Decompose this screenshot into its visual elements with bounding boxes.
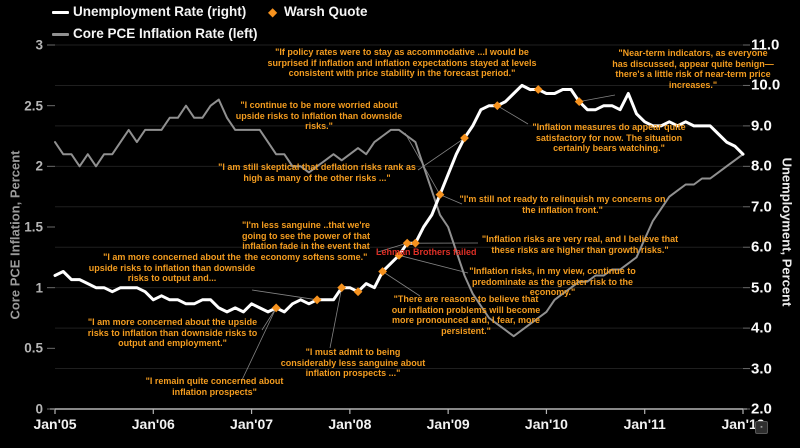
- warsh-quote-annotation: "I am more concerned about the upside ri…: [87, 317, 258, 349]
- right-axis-tick-label: 5.0: [751, 279, 772, 297]
- warsh-quote-annotation: "If policy rates were to stay as accommo…: [267, 47, 537, 79]
- right-axis-tick-label: 11.0: [751, 36, 780, 54]
- quote-leader-line: [439, 194, 463, 205]
- warsh-quote-annotation: "Inflation risks are very real, and I be…: [481, 234, 679, 255]
- left-axis-tick-label: 0.5: [24, 340, 43, 356]
- warsh-quote-annotation: "I am more concerned about the upside ri…: [88, 252, 256, 284]
- x-axis-tick-label: Jan'12: [721, 416, 765, 432]
- unemployment-line-swatch: [52, 11, 69, 14]
- right-axis-tick-label: 9.0: [751, 117, 772, 135]
- lehman-event-label: Lehman Brothers failed: [376, 247, 477, 257]
- warsh-quote-annotation: "I remain quite concerned about inflatio…: [145, 376, 284, 397]
- right-axis-tick-label: 4.0: [751, 319, 772, 337]
- x-axis-tick-label: Jan'08: [328, 416, 372, 432]
- warsh-quote-marker: [533, 85, 543, 94]
- watermark-icon: ▪: [755, 421, 768, 434]
- warsh-quote-marker: [402, 238, 412, 248]
- warsh-quote-marker: [574, 97, 584, 107]
- warsh-quote-marker: [271, 303, 281, 313]
- warsh-quote-marker: [492, 101, 502, 111]
- quote-leader-line: [329, 287, 343, 349]
- right-axis-title: Unemployment, Percent: [779, 157, 795, 307]
- warsh-quote-annotation: "I am still skeptical that deflation ris…: [218, 162, 416, 183]
- warsh-quote-annotation: "I'm less sanguine ..that we're going to…: [241, 220, 371, 262]
- quote-leader-line: [261, 307, 277, 331]
- warsh-quote-marker: [337, 283, 347, 293]
- left-axis-tick-label: 0: [35, 401, 43, 417]
- quote-leader-line: [497, 105, 529, 125]
- legend-core-pce-label: Core PCE Inflation Rate (left): [73, 26, 258, 41]
- right-axis-tick-label: 2.0: [751, 400, 772, 418]
- warsh-quote-annotation: "There are reasons to believe that our i…: [391, 294, 541, 336]
- quote-leader-line: [382, 271, 421, 297]
- warsh-quote-annotation: "Inflation risks, in my view, continue t…: [469, 266, 636, 298]
- warsh-quote-annotation: "I'm still not ready to relinquish my co…: [459, 194, 666, 215]
- left-axis-tick-label: 2: [35, 158, 43, 174]
- warsh-quote-diamond-icon: ◆: [268, 5, 278, 19]
- legend-unemployment-label: Unemployment Rate (right): [73, 4, 247, 19]
- x-axis-tick-label: Jan'11: [623, 416, 666, 432]
- quote-leader-line: [251, 289, 318, 301]
- warsh-quote-marker: [312, 295, 322, 305]
- warsh-quote-annotation: "Inflation measures do appear quite sati…: [532, 122, 686, 154]
- x-axis-tick-label: Jan'07: [230, 416, 274, 432]
- quote-leader-line: [377, 242, 408, 253]
- warsh-quote-annotation: "I must admit to being considerably less…: [280, 347, 426, 379]
- core-pce-line-swatch: [52, 33, 69, 36]
- right-axis-tick-label: 6.0: [751, 238, 772, 256]
- warsh-quote-marker: [394, 250, 404, 260]
- legend-warsh-label: Warsh Quote: [284, 4, 368, 19]
- warsh-quote-marker: [353, 287, 363, 297]
- warsh-quote-marker: [435, 190, 445, 200]
- x-axis-tick-label: Jan'06: [131, 416, 175, 432]
- warsh-quote-annotation: "Near-term indicators, as everyone has d…: [612, 48, 774, 90]
- x-axis-tick-label: Jan'09: [426, 416, 470, 432]
- right-axis-tick-label: 10.0: [751, 76, 781, 94]
- quote-leader-line: [579, 94, 616, 103]
- left-axis-tick-label: 3: [35, 37, 43, 53]
- x-axis-tick-label: Jan'10: [524, 416, 568, 432]
- quote-leader-line: [241, 307, 277, 381]
- left-axis-tick-label: 2.5: [24, 98, 43, 114]
- quote-leader-line: [417, 137, 465, 171]
- left-axis-tick-label: 1.5: [24, 219, 43, 235]
- quote-leader-line: [398, 254, 469, 274]
- warsh-quote-annotation: "I continue to be more worried about ups…: [235, 100, 403, 132]
- warsh-quote-marker: [410, 238, 420, 248]
- right-axis-tick-label: 7.0: [751, 198, 772, 216]
- warsh-quote-marker: [378, 267, 388, 276]
- left-axis-tick-label: 1: [35, 280, 43, 296]
- warsh-quote-marker: [460, 133, 469, 143]
- x-axis-tick-label: Jan'05: [33, 416, 77, 432]
- right-axis-tick-label: 3.0: [751, 360, 772, 378]
- right-axis-tick-label: 8.0: [751, 157, 772, 175]
- core-pce-line: [54, 98, 744, 338]
